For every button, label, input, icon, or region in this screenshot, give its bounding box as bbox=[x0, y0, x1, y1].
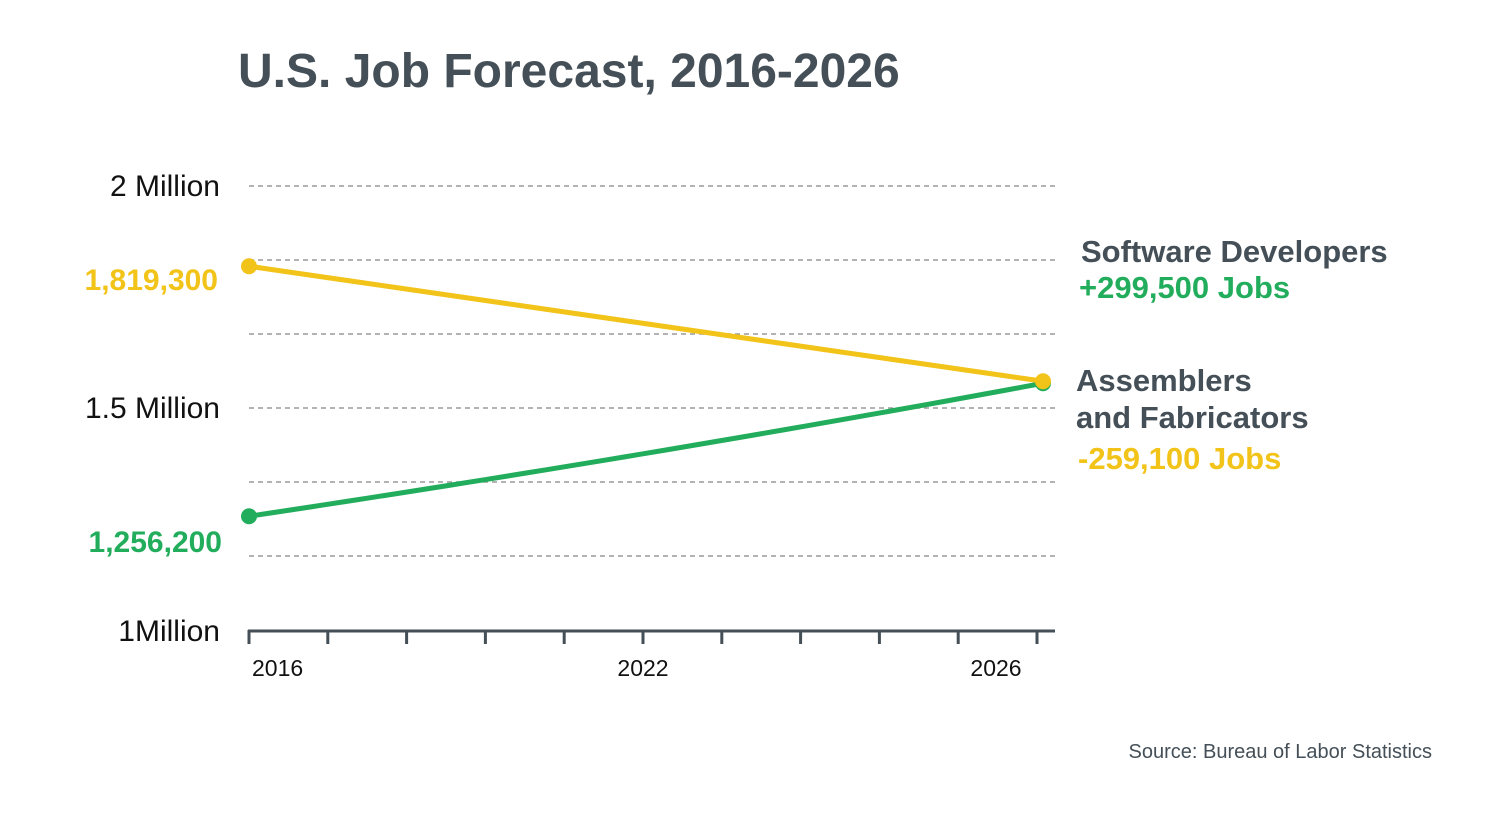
software-developers-line bbox=[248, 380, 1044, 519]
x-axis bbox=[247, 629, 1055, 644]
software-change-label: +299,500 Jobs bbox=[1079, 270, 1291, 305]
assemblers-fabricators-line bbox=[248, 263, 1044, 384]
series-lines bbox=[241, 258, 1051, 525]
assemblers-series-name: Assemblers and Fabricators bbox=[1076, 362, 1309, 436]
software-start-label: 1,256,200 bbox=[89, 526, 222, 559]
assemblers-change-label: -259,100 Jobs bbox=[1078, 441, 1282, 476]
assemblers-name-line-2: and Fabricators bbox=[1076, 400, 1309, 435]
source-note: Source: Bureau of Labor Statistics bbox=[1128, 741, 1433, 763]
x-tick-label-2026: 2026 bbox=[970, 655, 1021, 681]
assemblers-fabricators-point-2016 bbox=[241, 258, 257, 275]
x-tick-label-2016: 2016 bbox=[252, 655, 303, 681]
y-tick-label-1.5m: 1.5 Million bbox=[85, 392, 220, 425]
software-series-name: Software Developers bbox=[1081, 234, 1388, 269]
y-tick-label-1m: 1Million bbox=[118, 615, 220, 648]
assemblers-name-line-1: Assemblers bbox=[1076, 363, 1252, 398]
x-tick-label-2022: 2022 bbox=[617, 655, 668, 681]
assemblers-start-label: 1,819,300 bbox=[85, 264, 218, 297]
gridlines bbox=[249, 185, 1055, 557]
y-tick-label-2m: 2 Million bbox=[110, 170, 220, 203]
chart-title: U.S. Job Forecast, 2016-2026 bbox=[238, 45, 900, 98]
assemblers-fabricators-point-2026 bbox=[1035, 373, 1051, 390]
software-developers-point-2016 bbox=[241, 508, 257, 525]
